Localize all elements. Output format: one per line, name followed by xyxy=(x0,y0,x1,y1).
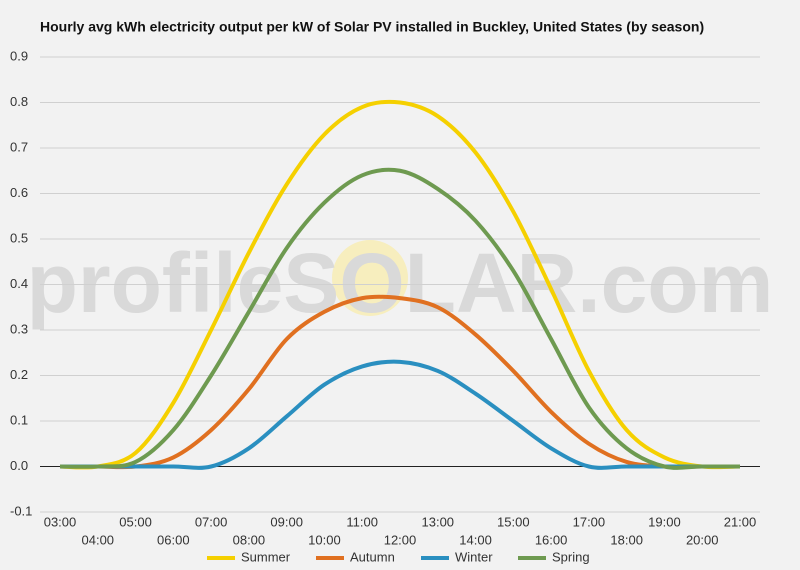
y-tick-label: 0.0 xyxy=(10,458,28,473)
x-tick-label: 13:00 xyxy=(422,514,455,529)
x-tick-label: 11:00 xyxy=(346,514,378,529)
legend-label: Winter xyxy=(455,549,493,564)
y-tick-label: 0.9 xyxy=(10,48,28,63)
x-tick-label: 20:00 xyxy=(686,532,719,547)
x-tick-label: 21:00 xyxy=(724,514,757,529)
series-line xyxy=(59,167,740,470)
y-tick-label: 0.3 xyxy=(10,321,28,336)
x-tick-label: 06:00 xyxy=(157,532,190,547)
y-tick-label: 0.8 xyxy=(10,94,28,109)
x-tick-label: 10:00 xyxy=(308,532,341,547)
x-tick-label: 18:00 xyxy=(610,532,643,547)
watermark: profileSOLAR.com xyxy=(27,236,774,330)
chart-title: Hourly avg kWh electricity output per kW… xyxy=(40,19,704,35)
legend-label: Spring xyxy=(552,549,590,564)
x-tick-label: 19:00 xyxy=(648,514,681,529)
x-tick-label: 17:00 xyxy=(573,514,606,529)
y-tick-label: 0.4 xyxy=(10,276,28,291)
legend-label: Autumn xyxy=(350,549,395,564)
y-tick-label: 0.5 xyxy=(10,230,28,245)
series-line xyxy=(60,359,740,470)
x-tick-label: 14:00 xyxy=(459,532,492,547)
x-tick-label: 03:00 xyxy=(44,514,77,529)
x-tick-label: 16:00 xyxy=(535,532,568,547)
legend-label: Summer xyxy=(241,549,291,564)
y-tick-label: 0.1 xyxy=(10,412,28,427)
x-tick-label: 05:00 xyxy=(119,514,152,529)
y-tick-label: 0.6 xyxy=(10,185,28,200)
series-line xyxy=(59,99,741,470)
series-line xyxy=(60,294,740,470)
y-tick-label: 0.7 xyxy=(10,139,28,154)
x-tick-label: 08:00 xyxy=(233,532,266,547)
x-tick-label: 09:00 xyxy=(270,514,303,529)
y-tick-label: 0.2 xyxy=(10,367,28,382)
x-tick-label: 04:00 xyxy=(82,532,115,547)
x-tick-label: 12:00 xyxy=(384,532,417,547)
x-tick-label: 15:00 xyxy=(497,514,530,529)
y-tick-label: -0.1 xyxy=(10,503,32,518)
x-tick-label: 07:00 xyxy=(195,514,228,529)
